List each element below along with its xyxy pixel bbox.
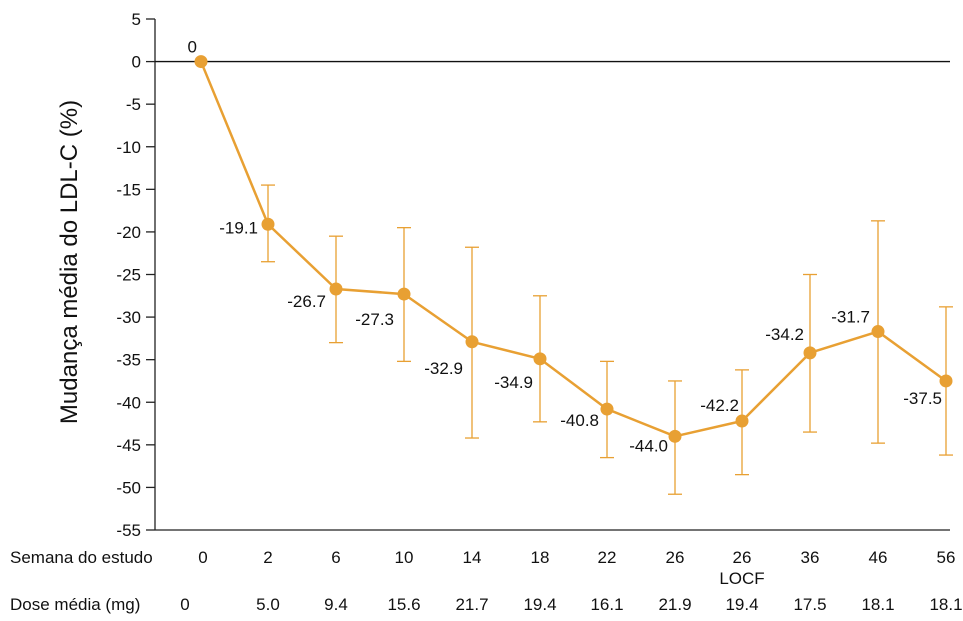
y-tick-label: -50 (116, 478, 141, 497)
data-point (735, 414, 749, 428)
data-point (600, 402, 614, 416)
study-week-row-label: Semana do estudo (10, 548, 153, 567)
x-tick-label: 46 (869, 548, 888, 567)
data-value-label: -42.2 (700, 396, 739, 415)
dose-value-label: 9.4 (324, 595, 348, 614)
data-point (871, 325, 885, 339)
data-point (261, 217, 275, 231)
x-tick-label: 14 (463, 548, 482, 567)
dose-value-label: 21.9 (658, 595, 691, 614)
data-value-label: 0 (188, 38, 197, 57)
data-value-label: -40.8 (560, 411, 599, 430)
x-tick-label: 18 (531, 548, 550, 567)
data-point (329, 282, 343, 296)
data-value-label: -37.5 (903, 389, 942, 408)
x-tick-label: 26 (666, 548, 685, 567)
y-tick-label: -35 (116, 351, 141, 370)
dose-value-label: 19.4 (725, 595, 758, 614)
dose-value-label: 18.1 (861, 595, 894, 614)
data-point (939, 374, 953, 388)
y-tick-label: -40 (116, 393, 141, 412)
x-tick-label: 0 (198, 548, 207, 567)
x-tick-label: 6 (331, 548, 340, 567)
data-value-label: -31.7 (831, 308, 870, 327)
x-tick-label: 2 (263, 548, 272, 567)
data-value-label: -19.1 (219, 218, 258, 237)
y-axis: 5 0 -5 -10 -15 -20 -25 -30 -35 -40 -45 -50 -55 (116, 10, 950, 540)
x-tick-label: 26 (733, 548, 752, 567)
y-tick-label: -45 (116, 436, 141, 455)
y-tick-label: -55 (116, 521, 141, 540)
y-tick-label: -20 (116, 223, 141, 242)
data-value-label: -44.0 (629, 436, 668, 455)
y-tick-label: -30 (116, 308, 141, 327)
y-tick-label: -15 (116, 180, 141, 199)
x-tick-label: 36 (801, 548, 820, 567)
dose-labels: 0 5.0 9.4 15.6 21.7 19.4 16.1 21.9 19.4 17.5 18.1 1… (180, 595, 962, 614)
dose-value-label: 17.5 (793, 595, 826, 614)
y-tick-label: -10 (116, 138, 141, 157)
x-tick-label: 10 (395, 548, 414, 567)
series-line (199, 61, 947, 438)
dose-value-label: 19.4 (523, 595, 556, 614)
x-tick-label: 22 (598, 548, 617, 567)
data-value-label: -32.9 (424, 359, 463, 378)
data-point (668, 429, 682, 443)
data-point (533, 352, 547, 366)
data-point (194, 55, 208, 69)
data-labels: 0 -19.1 -26.7 -27.3 -32.9 -34.9 -40.8 -44.0 -42.… (188, 38, 942, 456)
y-tick-label: 5 (132, 10, 141, 29)
y-tick-label: -25 (116, 266, 141, 285)
data-point (803, 346, 817, 360)
y-axis-label: Mudança média do LDL-C (%) (56, 100, 83, 424)
data-value-label: -34.2 (765, 325, 804, 344)
data-point (465, 335, 479, 349)
dose-value-label: 18.1 (929, 595, 962, 614)
data-value-label: -34.9 (494, 373, 533, 392)
dose-value-label: 15.6 (387, 595, 420, 614)
data-points (194, 55, 953, 443)
y-tick-label: -5 (126, 95, 141, 114)
data-value-label: -27.3 (355, 310, 394, 329)
x-tick-label: 56 (937, 548, 956, 567)
mean-dose-row-label: Dose média (mg) (10, 595, 140, 614)
dose-value-label: 16.1 (590, 595, 623, 614)
data-point (397, 287, 411, 301)
x-tick-sublabel: LOCF (719, 569, 764, 588)
data-value-label: -26.7 (287, 292, 326, 311)
dose-value-label: 0 (180, 595, 189, 614)
dose-value-label: 5.0 (256, 595, 280, 614)
y-tick-label: 0 (132, 53, 141, 72)
dose-value-label: 21.7 (455, 595, 488, 614)
